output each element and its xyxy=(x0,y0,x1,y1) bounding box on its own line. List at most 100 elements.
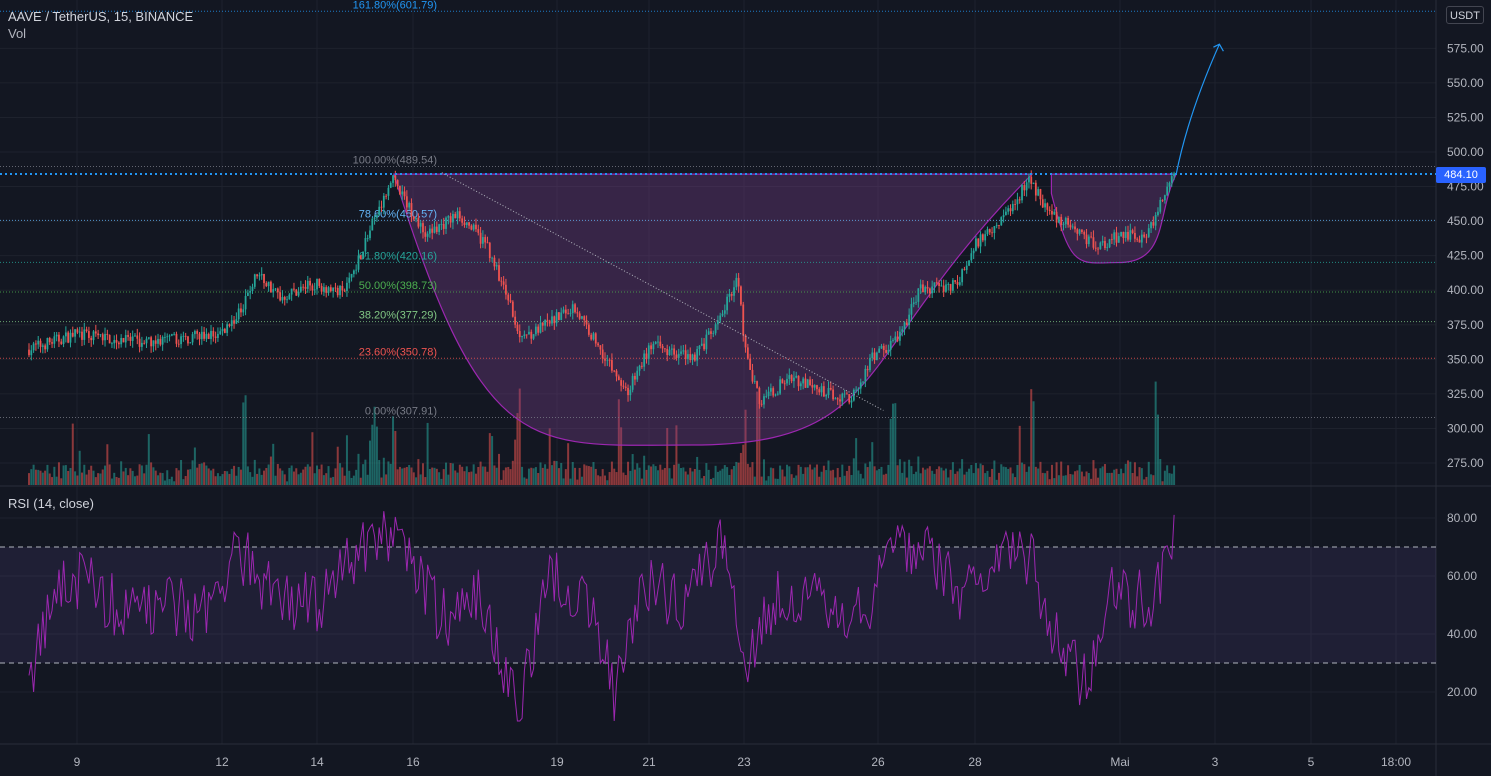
candle-body xyxy=(205,333,208,339)
candle-body xyxy=(859,382,862,389)
candle-body xyxy=(1131,230,1134,234)
volume-bar xyxy=(463,471,466,485)
volume-bar xyxy=(230,468,233,485)
volume-bar xyxy=(99,473,102,485)
symbol-title[interactable]: AAVE / TetherUS, 15, BINANCE xyxy=(8,9,194,24)
cup-shape xyxy=(392,173,1178,446)
candle-body xyxy=(696,349,699,361)
candle-body xyxy=(806,379,809,388)
candle-body xyxy=(829,387,832,390)
candle-body xyxy=(728,294,731,297)
time-axis[interactable]: 9 12 14 16 19 21 23 26 28 Mai 3 5 18:00 xyxy=(74,755,1412,769)
volume-bar xyxy=(1009,467,1012,485)
candle-body xyxy=(624,386,627,388)
candle-body xyxy=(44,345,47,350)
volume-bar xyxy=(848,465,851,485)
candle-body xyxy=(184,335,187,337)
candle-body xyxy=(41,345,44,347)
price-tick-label: 275.00 xyxy=(1447,456,1484,470)
volume-bar xyxy=(412,472,415,485)
volume-bar xyxy=(398,466,401,485)
candle-body xyxy=(680,351,682,354)
volume-bar xyxy=(106,444,109,485)
volume-bar xyxy=(666,428,669,485)
candle-body xyxy=(611,360,613,371)
candle-body xyxy=(323,287,325,292)
volume-bar xyxy=(703,475,706,485)
volume-bar xyxy=(981,465,984,485)
candle-body xyxy=(744,335,747,348)
price-tick-label: 475.00 xyxy=(1447,180,1484,194)
volume-bar xyxy=(527,468,530,485)
volume-bar xyxy=(313,473,316,485)
volume-bar xyxy=(786,464,789,485)
volume-bar xyxy=(521,466,524,485)
volume-bar xyxy=(684,471,687,485)
candle-body xyxy=(67,332,70,343)
volume-bar xyxy=(290,465,293,485)
candle-body xyxy=(871,352,874,359)
price-axis[interactable]: 575.00 550.00 525.00 500.00 475.00 450.00 425.… xyxy=(1447,41,1484,699)
volume-bar xyxy=(590,466,593,485)
candle-body xyxy=(1090,236,1093,238)
volume-indicator-label[interactable]: Vol xyxy=(8,26,27,41)
volume-bar xyxy=(993,460,996,485)
volume-bar xyxy=(1083,476,1086,485)
volume-bar xyxy=(465,466,468,485)
volume-bar xyxy=(228,473,231,485)
candle-body xyxy=(1064,218,1067,225)
candle-body xyxy=(735,277,738,288)
candle-body xyxy=(265,283,268,287)
volume-bar xyxy=(92,470,95,485)
volume-bar xyxy=(364,459,367,485)
candle-body xyxy=(1081,229,1083,233)
volume-bar xyxy=(80,472,83,485)
volume-bar xyxy=(650,466,653,485)
volume-bar xyxy=(1087,473,1090,485)
volume-bar xyxy=(924,469,927,485)
candle-body xyxy=(458,211,461,219)
candle-body xyxy=(742,304,745,336)
candle-body xyxy=(551,316,553,324)
volume-bar xyxy=(474,473,477,485)
candle-body xyxy=(839,399,841,402)
candle-body xyxy=(779,379,782,394)
candle-body xyxy=(733,287,735,296)
candle-body xyxy=(380,206,383,208)
volume-bar xyxy=(366,474,369,485)
candle-body xyxy=(177,343,180,345)
candle-body xyxy=(1048,209,1051,212)
candle-body xyxy=(933,282,936,287)
volume-bar xyxy=(152,467,155,485)
volume-bar xyxy=(355,469,358,485)
volume-bar xyxy=(37,469,40,485)
volume-bar xyxy=(1074,471,1077,485)
price-tick-label: 300.00 xyxy=(1447,421,1484,435)
rsi-indicator-label[interactable]: RSI (14, close) xyxy=(8,496,94,511)
volume-bar xyxy=(673,464,676,485)
candle-body xyxy=(627,387,629,396)
volume-bar xyxy=(1147,461,1150,485)
candle-body xyxy=(578,313,581,319)
volume-bar xyxy=(491,436,494,485)
candle-body xyxy=(947,284,950,285)
volume-bar xyxy=(1076,470,1079,485)
candle-body xyxy=(705,334,708,350)
volume-bar xyxy=(184,475,187,485)
volume-bar xyxy=(104,465,107,485)
candle-body xyxy=(422,223,424,233)
volume-bar xyxy=(233,465,236,485)
candle-body xyxy=(675,354,678,358)
currency-badge[interactable]: USDT xyxy=(1446,6,1484,24)
volume-bar xyxy=(260,474,263,485)
volume-bar xyxy=(1057,475,1060,485)
volume-bar xyxy=(30,469,33,485)
candle-body xyxy=(548,320,551,324)
volume-bar xyxy=(316,465,318,485)
volume-bar xyxy=(1108,472,1111,485)
volume-bar xyxy=(210,470,213,485)
volume-bar xyxy=(1136,476,1139,485)
candle-body xyxy=(1044,203,1046,208)
candle-body xyxy=(481,237,484,244)
